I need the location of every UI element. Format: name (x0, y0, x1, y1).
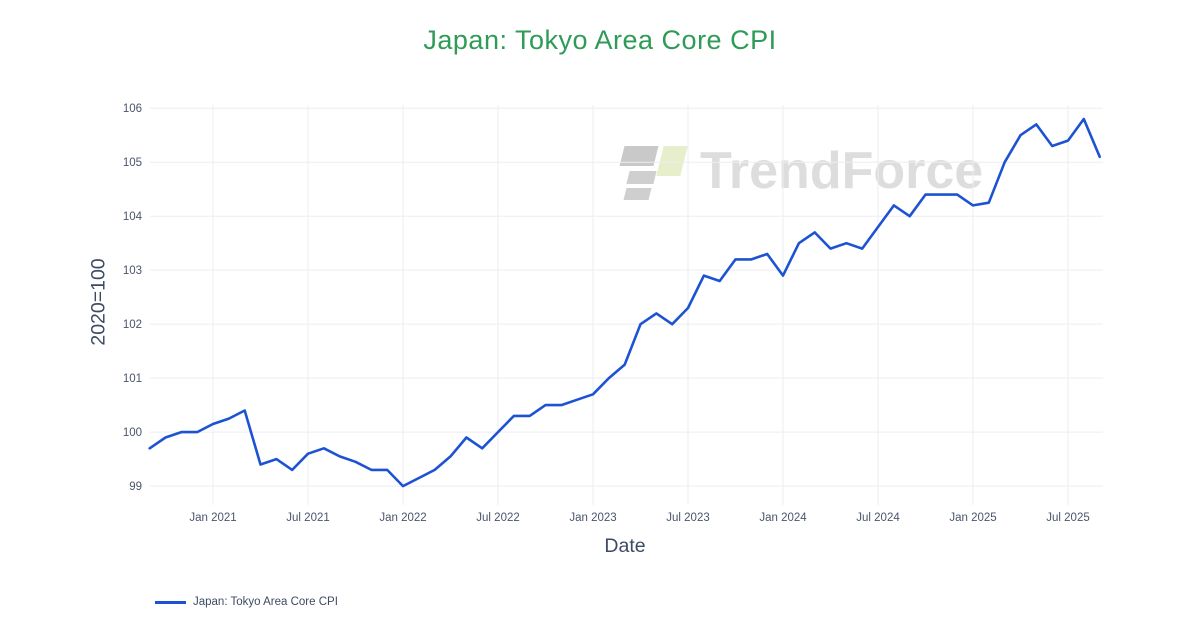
chart-title: Japan: Tokyo Area Core CPI (423, 25, 777, 55)
x-tick-label: Jul 2025 (1046, 512, 1089, 524)
cpi-line (148, 117, 1101, 488)
y-tick-label: 99 (129, 481, 142, 493)
legend-item-tokyo-core-cpi[interactable]: Japan: Tokyo Area Core CPI (155, 596, 338, 608)
legend-label: Japan: Tokyo Area Core CPI (193, 596, 338, 608)
x-tick-label: Jul 2023 (666, 512, 709, 524)
x-tick-label: Jan 2022 (379, 512, 426, 524)
x-tick-label: Jan 2025 (949, 512, 996, 524)
legend-line-swatch (155, 600, 186, 604)
y-tick-label: 102 (123, 319, 142, 331)
x-tick-label: Jul 2021 (286, 512, 329, 524)
y-tick-label: 100 (123, 427, 142, 439)
y-tick-label: 105 (123, 157, 142, 169)
x-tick-label: Jan 2023 (569, 512, 616, 524)
x-tick-label: Jul 2024 (856, 512, 900, 524)
watermark-text: TrendForce (700, 142, 984, 200)
y-tick-label: 101 (123, 373, 142, 385)
y-tick-label: 106 (123, 103, 142, 115)
y-tick-label: 103 (123, 265, 142, 277)
y-tick-label: 104 (123, 211, 143, 223)
x-axis-title: Date (604, 535, 646, 557)
x-tick-label: Jan 2021 (189, 512, 236, 524)
x-tick-label: Jul 2022 (476, 512, 519, 524)
x-tick-label: Jan 2024 (759, 512, 807, 524)
